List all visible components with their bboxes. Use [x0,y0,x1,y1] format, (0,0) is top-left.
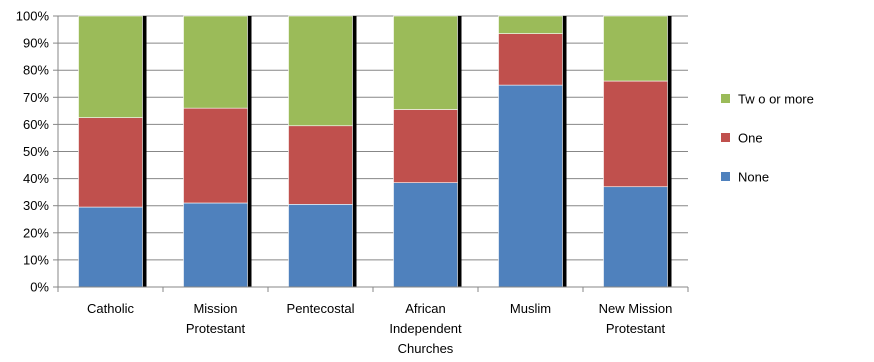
x-category-label-line: New Mission [599,301,673,316]
y-tick-label: 90% [23,36,49,51]
bar-shadow [667,16,672,287]
x-category-label: New Mission Protestant [599,301,673,336]
bar-segment-none [603,186,668,288]
bar-segment-tw-o-or-more [288,15,353,127]
legend-swatch [721,133,730,142]
legend-label: Tw o or more [738,92,814,107]
bar-segment-none [183,202,248,288]
bars [78,15,672,288]
y-tick-label: 80% [23,63,49,78]
legend-label: One [738,131,763,146]
x-axis-labels: Catholic Mission Protestant Pentecostal Afri… [87,301,672,356]
y-tick-label: 100% [16,9,50,24]
bar-segment-tw-o-or-more [603,15,668,82]
y-tick-label: 70% [23,90,49,105]
bar-segment-one [183,107,248,204]
legend: Tw o or more One None [721,92,814,185]
x-category-label: Catholic [87,301,134,316]
x-category-label-line: Independent [389,321,462,336]
axes [53,15,689,292]
y-axis-ticks: 0% 10% 20% 30% 40% 50% 60% 70% 80% 90% 100% [16,9,50,295]
bar-segment-one [498,33,563,86]
x-category-label-line: Protestant [186,321,246,336]
x-category-label: African Independent Churches [389,301,462,356]
x-category-label-line: Churches [398,341,454,356]
x-category-label-line: Pentecostal [287,301,355,316]
bar-segment-one [603,80,668,188]
gridlines [58,15,688,261]
y-tick-label: 50% [23,144,49,159]
legend-swatch [721,172,730,181]
bar-shadow [457,16,462,287]
bar-segment-none [393,182,458,288]
y-tick-label: 20% [23,225,49,240]
bar-segment-one [393,109,458,183]
x-category-label-line: Muslim [510,301,551,316]
bar-segment-tw-o-or-more [78,15,143,118]
y-tick-label: 30% [23,198,49,213]
x-category-label-line: African [405,301,445,316]
y-tick-label: 0% [30,280,49,295]
bar-segment-none [498,84,563,288]
x-category-label: Mission Protestant [186,301,246,336]
x-category-label-line: Mission [193,301,237,316]
legend-swatch [721,94,730,103]
bar-shadow [142,16,147,287]
bar-segment-one [78,117,143,208]
y-tick-label: 40% [23,171,49,186]
legend-label: None [738,170,769,185]
x-category-label-line: Protestant [606,321,666,336]
x-category-label-line: Catholic [87,301,134,316]
bar-shadow [352,16,357,287]
y-tick-label: 10% [23,252,49,267]
bar-shadow [562,16,567,287]
bar-segment-none [78,206,143,288]
bar-segment-tw-o-or-more [183,15,248,109]
bar-segment-tw-o-or-more [393,15,458,110]
bar-segment-one [288,125,353,205]
bar-shadow [247,16,252,287]
y-tick-label: 60% [23,117,49,132]
x-category-label: Pentecostal [287,301,355,316]
bar-segment-none [288,204,353,288]
x-category-label: Muslim [510,301,551,316]
bar-segment-tw-o-or-more [498,15,563,34]
